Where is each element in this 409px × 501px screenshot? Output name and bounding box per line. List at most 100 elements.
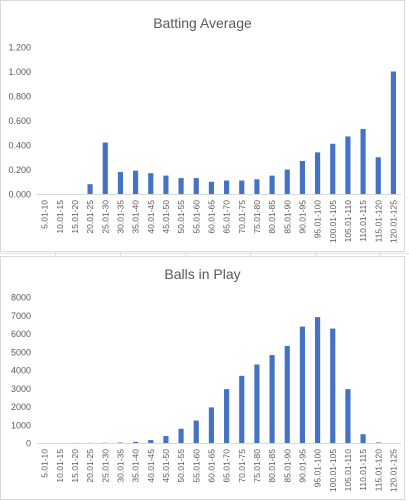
bar [179, 429, 184, 443]
bar [133, 171, 138, 194]
bar [103, 143, 108, 194]
x-tick-label: 35.01-40 [131, 449, 141, 483]
bar [148, 173, 153, 194]
bar [133, 442, 138, 443]
y-tick-label: 0.800 [8, 92, 31, 102]
x-tick-label: 15.01-20 [70, 449, 80, 483]
y-tick-label: 1000 [11, 420, 31, 430]
x-tick-label: 75.01-80 [252, 449, 262, 483]
bar [330, 144, 335, 194]
x-tick-label: 110.01-115 [358, 449, 368, 491]
x-tick-label: 25.01-30 [100, 449, 110, 483]
y-tick-label: 0.000 [8, 190, 31, 200]
x-tick-label: 60.01-65 [206, 200, 216, 234]
y-tick-label: 3000 [11, 384, 31, 394]
bar [239, 376, 244, 443]
bar [300, 327, 305, 443]
x-tick-label: 95.01-100 [313, 449, 323, 488]
y-tick-label: 6000 [11, 329, 31, 339]
bar [209, 407, 214, 443]
x-tick-label: 105.01-110 [343, 449, 353, 492]
bar [270, 176, 275, 194]
bar [285, 170, 290, 195]
y-tick-label: 2000 [11, 402, 31, 412]
x-tick-label: 40.01-45 [146, 449, 156, 483]
x-tick-label: 5.01-10 [40, 449, 50, 478]
x-tick-label: 90.01-95 [297, 200, 307, 234]
bar [361, 434, 366, 443]
y-tick-label: 0.200 [8, 165, 31, 175]
bar [254, 179, 259, 194]
bar [285, 346, 290, 443]
x-tick-label: 120.01-125 [388, 200, 398, 243]
bar [254, 365, 259, 443]
x-tick-label: 115.01-120 [373, 449, 383, 492]
bar [163, 176, 168, 194]
y-tick-label: 1.200 [8, 43, 31, 53]
balls-in-play-plot: 0100020003000400050006000700080005.01-10… [1, 257, 406, 501]
x-tick-label: 120.01-125 [388, 449, 398, 492]
x-tick-label: 50.01-55 [176, 200, 186, 234]
bar [376, 442, 381, 443]
bar [376, 157, 381, 194]
x-tick-label: 85.01-90 [282, 200, 292, 234]
x-tick-label: 85.01-90 [282, 449, 292, 483]
x-tick-label: 65.01-70 [222, 200, 232, 234]
y-tick-label: 4000 [11, 366, 31, 376]
x-tick-label: 60.01-65 [206, 449, 216, 483]
bar [148, 440, 153, 443]
x-tick-label: 70.01-75 [237, 200, 247, 234]
y-tick-label: 0.600 [8, 116, 31, 126]
bar [239, 181, 244, 194]
x-tick-label: 115.01-120 [373, 200, 383, 243]
bar [270, 355, 275, 443]
bar [209, 182, 214, 194]
y-tick-label: 0 [26, 439, 31, 449]
bar [224, 181, 229, 194]
x-tick-label: 55.01-60 [191, 200, 201, 234]
x-tick-label: 95.01-100 [313, 200, 323, 239]
x-tick-label: 50.01-55 [176, 449, 186, 483]
x-tick-label: 110.01-115 [358, 200, 368, 242]
bar [315, 317, 320, 443]
bar [330, 329, 335, 443]
x-tick-label: 55.01-60 [191, 449, 201, 483]
bar [194, 421, 199, 443]
x-tick-label: 100.01-105 [328, 200, 338, 243]
bar [315, 152, 320, 194]
bar [361, 129, 366, 194]
bar [163, 436, 168, 443]
x-tick-label: 100.01-105 [328, 449, 338, 492]
batting-average-plot: 0.0000.2000.4000.6000.8001.0001.2005.01-… [1, 1, 406, 253]
y-tick-label: 0.400 [8, 141, 31, 151]
bar [179, 178, 184, 194]
x-tick-label: 30.01-35 [115, 200, 125, 234]
x-tick-label: 45.01-50 [161, 449, 171, 483]
x-tick-label: 90.01-95 [297, 449, 307, 483]
x-tick-label: 10.01-15 [55, 449, 65, 483]
y-tick-label: 7000 [11, 311, 31, 321]
bar [345, 136, 350, 194]
y-tick-label: 1.000 [8, 67, 31, 77]
x-tick-label: 105.01-110 [343, 200, 353, 243]
x-tick-label: 70.01-75 [237, 449, 247, 483]
bar [300, 161, 305, 194]
x-tick-label: 45.01-50 [161, 200, 171, 234]
x-tick-label: 25.01-30 [100, 200, 110, 234]
x-tick-label: 15.01-20 [70, 200, 80, 234]
bar [194, 178, 199, 194]
x-tick-label: 40.01-45 [146, 200, 156, 234]
x-tick-label: 75.01-80 [252, 200, 262, 234]
y-tick-label: 8000 [11, 293, 31, 303]
x-tick-label: 20.01-25 [85, 449, 95, 483]
bar [118, 172, 123, 194]
x-tick-label: 20.01-25 [85, 200, 95, 234]
bar [345, 389, 350, 443]
x-tick-label: 30.01-35 [115, 449, 125, 483]
x-tick-label: 35.01-40 [131, 200, 141, 234]
bar [88, 184, 93, 194]
bar [391, 72, 396, 195]
x-tick-label: 80.01-85 [267, 200, 277, 234]
